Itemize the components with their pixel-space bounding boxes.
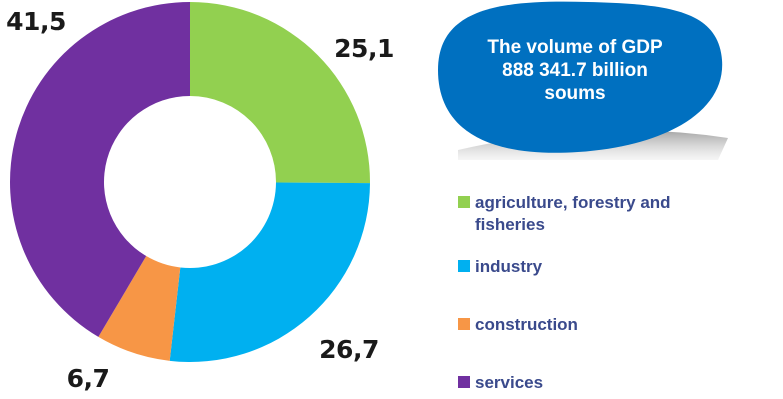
- donut-slice-services: [9, 2, 191, 337]
- data-label-services: 41,5: [6, 7, 66, 36]
- legend-item-services: services: [458, 372, 725, 394]
- donut-slice-agriculture: [190, 2, 371, 184]
- gdp-callout-text: The volume of GDP 888 341.7 billion soum…: [487, 37, 663, 104]
- donut-slices: [9, 2, 371, 362]
- legend-item-agriculture: agriculture, forestry and fisheries: [458, 192, 725, 236]
- legend-swatch-agriculture: [458, 196, 470, 208]
- donut-slice-industry: [169, 182, 370, 362]
- gdp-callout-shape: [438, 1, 728, 160]
- legend-swatch-industry: [458, 260, 470, 272]
- data-label-construction: 6,7: [67, 364, 110, 393]
- legend-label-agriculture: agriculture, forestry and fisheries: [475, 193, 671, 234]
- legend-item-industry: industry: [458, 256, 725, 278]
- legend-label-construction: construction: [475, 315, 578, 334]
- legend-label-industry: industry: [475, 257, 543, 276]
- legend-swatch-services: [458, 376, 470, 388]
- legend-item-construction: construction: [458, 314, 725, 336]
- legend-swatch-construction: [458, 318, 470, 330]
- data-label-industry: 26,7: [319, 335, 379, 364]
- donut-data-labels: 25,1 26,7 6,7 41,5: [6, 7, 394, 393]
- callout-ellipse: [438, 1, 723, 153]
- data-label-agriculture: 25,1: [334, 34, 394, 63]
- legend-label-services: services: [475, 373, 544, 392]
- donut-slice-construction: [98, 256, 181, 361]
